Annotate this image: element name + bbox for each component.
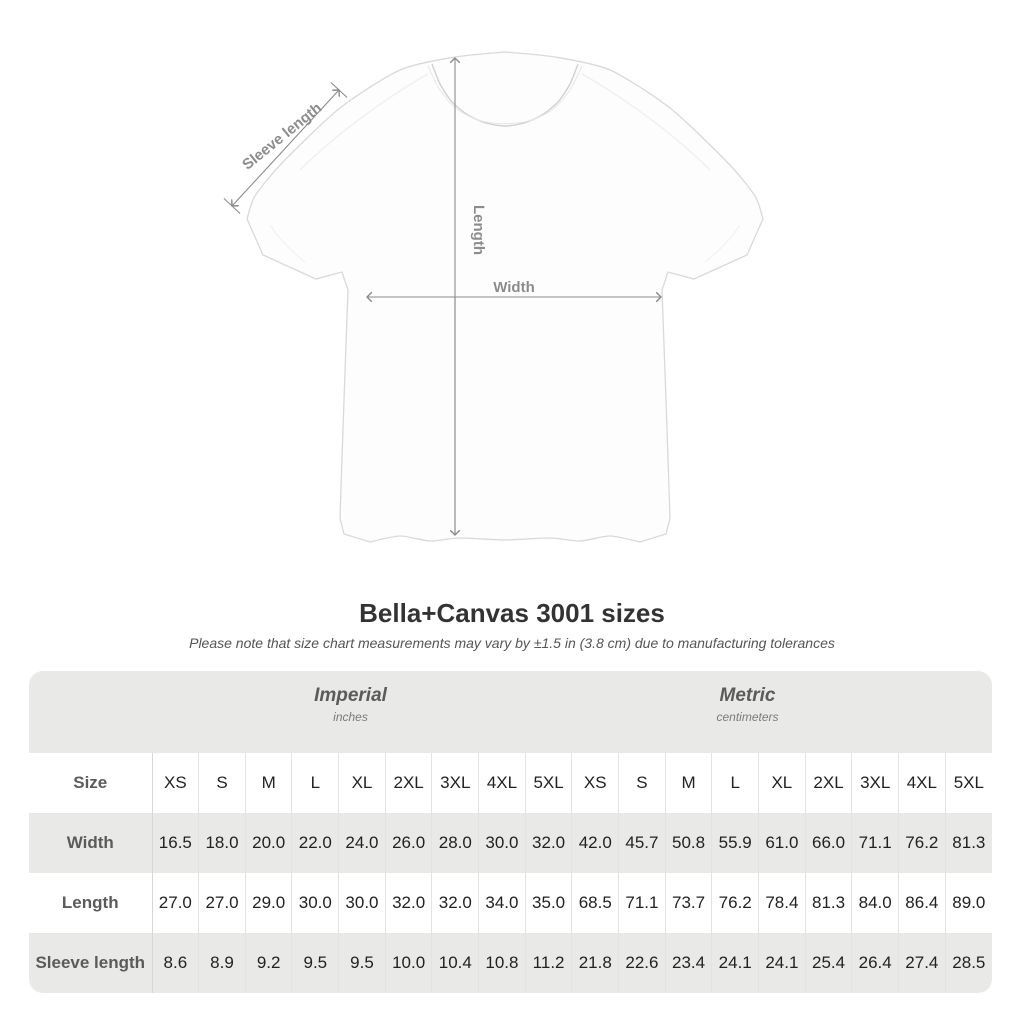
svg-text:Width: Width [493, 279, 535, 296]
svg-text:Length: Length [470, 205, 487, 255]
